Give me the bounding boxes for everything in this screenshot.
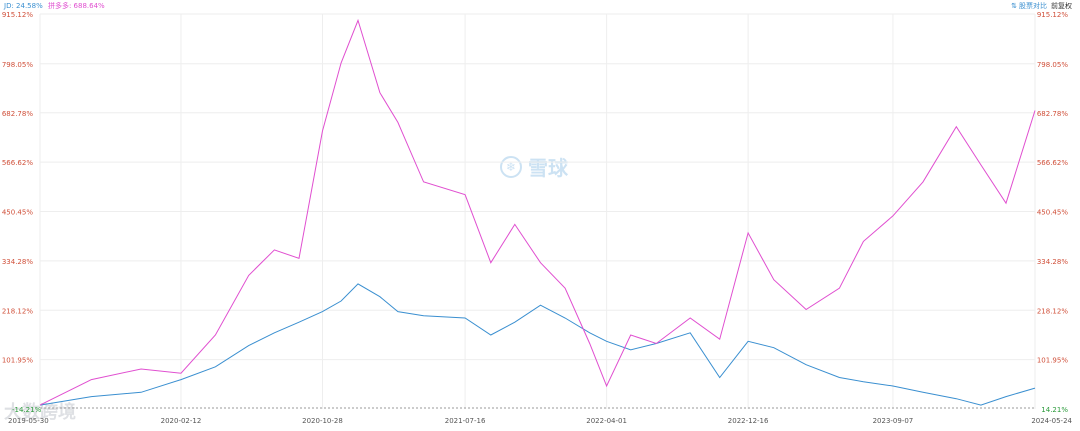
- watermark-brand: 雪球: [528, 156, 568, 180]
- series-line-pdd: [39, 18, 1036, 406]
- y-tick-label-left: 450.45%: [2, 209, 33, 217]
- watermark-logo: ❄ 雪球: [500, 152, 568, 181]
- end-marker-label: 14.21%: [1041, 406, 1068, 414]
- y-tick-label-right: 450.45%: [1037, 209, 1068, 217]
- y-tick-label-right: 566.62%: [1037, 159, 1068, 167]
- x-tick-label: 2023-09-07: [873, 417, 914, 425]
- x-tick-label: 2021-07-16: [445, 417, 486, 425]
- adjust-toggle[interactable]: 前复权: [1051, 2, 1072, 10]
- y-tick-label-left: 101.95%: [2, 357, 33, 365]
- x-tick-label: 2020-10-28: [302, 417, 343, 425]
- y-tick-label-left: 682.78%: [2, 110, 33, 118]
- watermark-source: 大数跨境: [4, 402, 76, 423]
- toolbar: ⇅ 股票对比 前复权: [1011, 1, 1072, 11]
- compare-icon: ⇅: [1011, 2, 1017, 10]
- x-tick-label: 2022-12-16: [728, 417, 769, 425]
- y-tick-label-right: 334.28%: [1037, 258, 1068, 266]
- snowball-icon: ❄: [500, 155, 522, 178]
- legend-jd: JD: 24.58%: [4, 2, 43, 10]
- y-tick-label-right: 915.12%: [1037, 11, 1068, 19]
- y-tick-label-right: 682.78%: [1037, 110, 1068, 118]
- compare-label: 股票对比: [1019, 2, 1047, 10]
- legend-pdd: 拼多多: 688.64%: [47, 2, 105, 10]
- x-tick-label: 2022-04-01: [586, 417, 627, 425]
- legend: JD: 24.58% 拼多多: 688.64%: [4, 1, 105, 11]
- x-tick-label: 2020-02-12: [161, 417, 202, 425]
- start-marker-label: -14.21%: [12, 406, 42, 414]
- series-line-jd: [39, 283, 1036, 406]
- compare-button[interactable]: ⇅ 股票对比: [1011, 1, 1047, 11]
- y-tick-label-right: 218.12%: [1037, 307, 1068, 315]
- y-tick-label-left: 218.12%: [2, 307, 33, 315]
- x-tick-label: 2024-05-24: [1031, 417, 1072, 425]
- y-tick-label-left: 798.05%: [2, 61, 33, 69]
- y-tick-label-left: 334.28%: [2, 258, 33, 266]
- y-tick-label-right: 798.05%: [1037, 61, 1068, 69]
- x-tick-label: 2019-05-30: [8, 417, 49, 425]
- y-tick-label-left: 566.62%: [2, 159, 33, 167]
- y-tick-label-right: 101.95%: [1037, 357, 1068, 365]
- y-tick-label-left: 915.12%: [2, 11, 33, 19]
